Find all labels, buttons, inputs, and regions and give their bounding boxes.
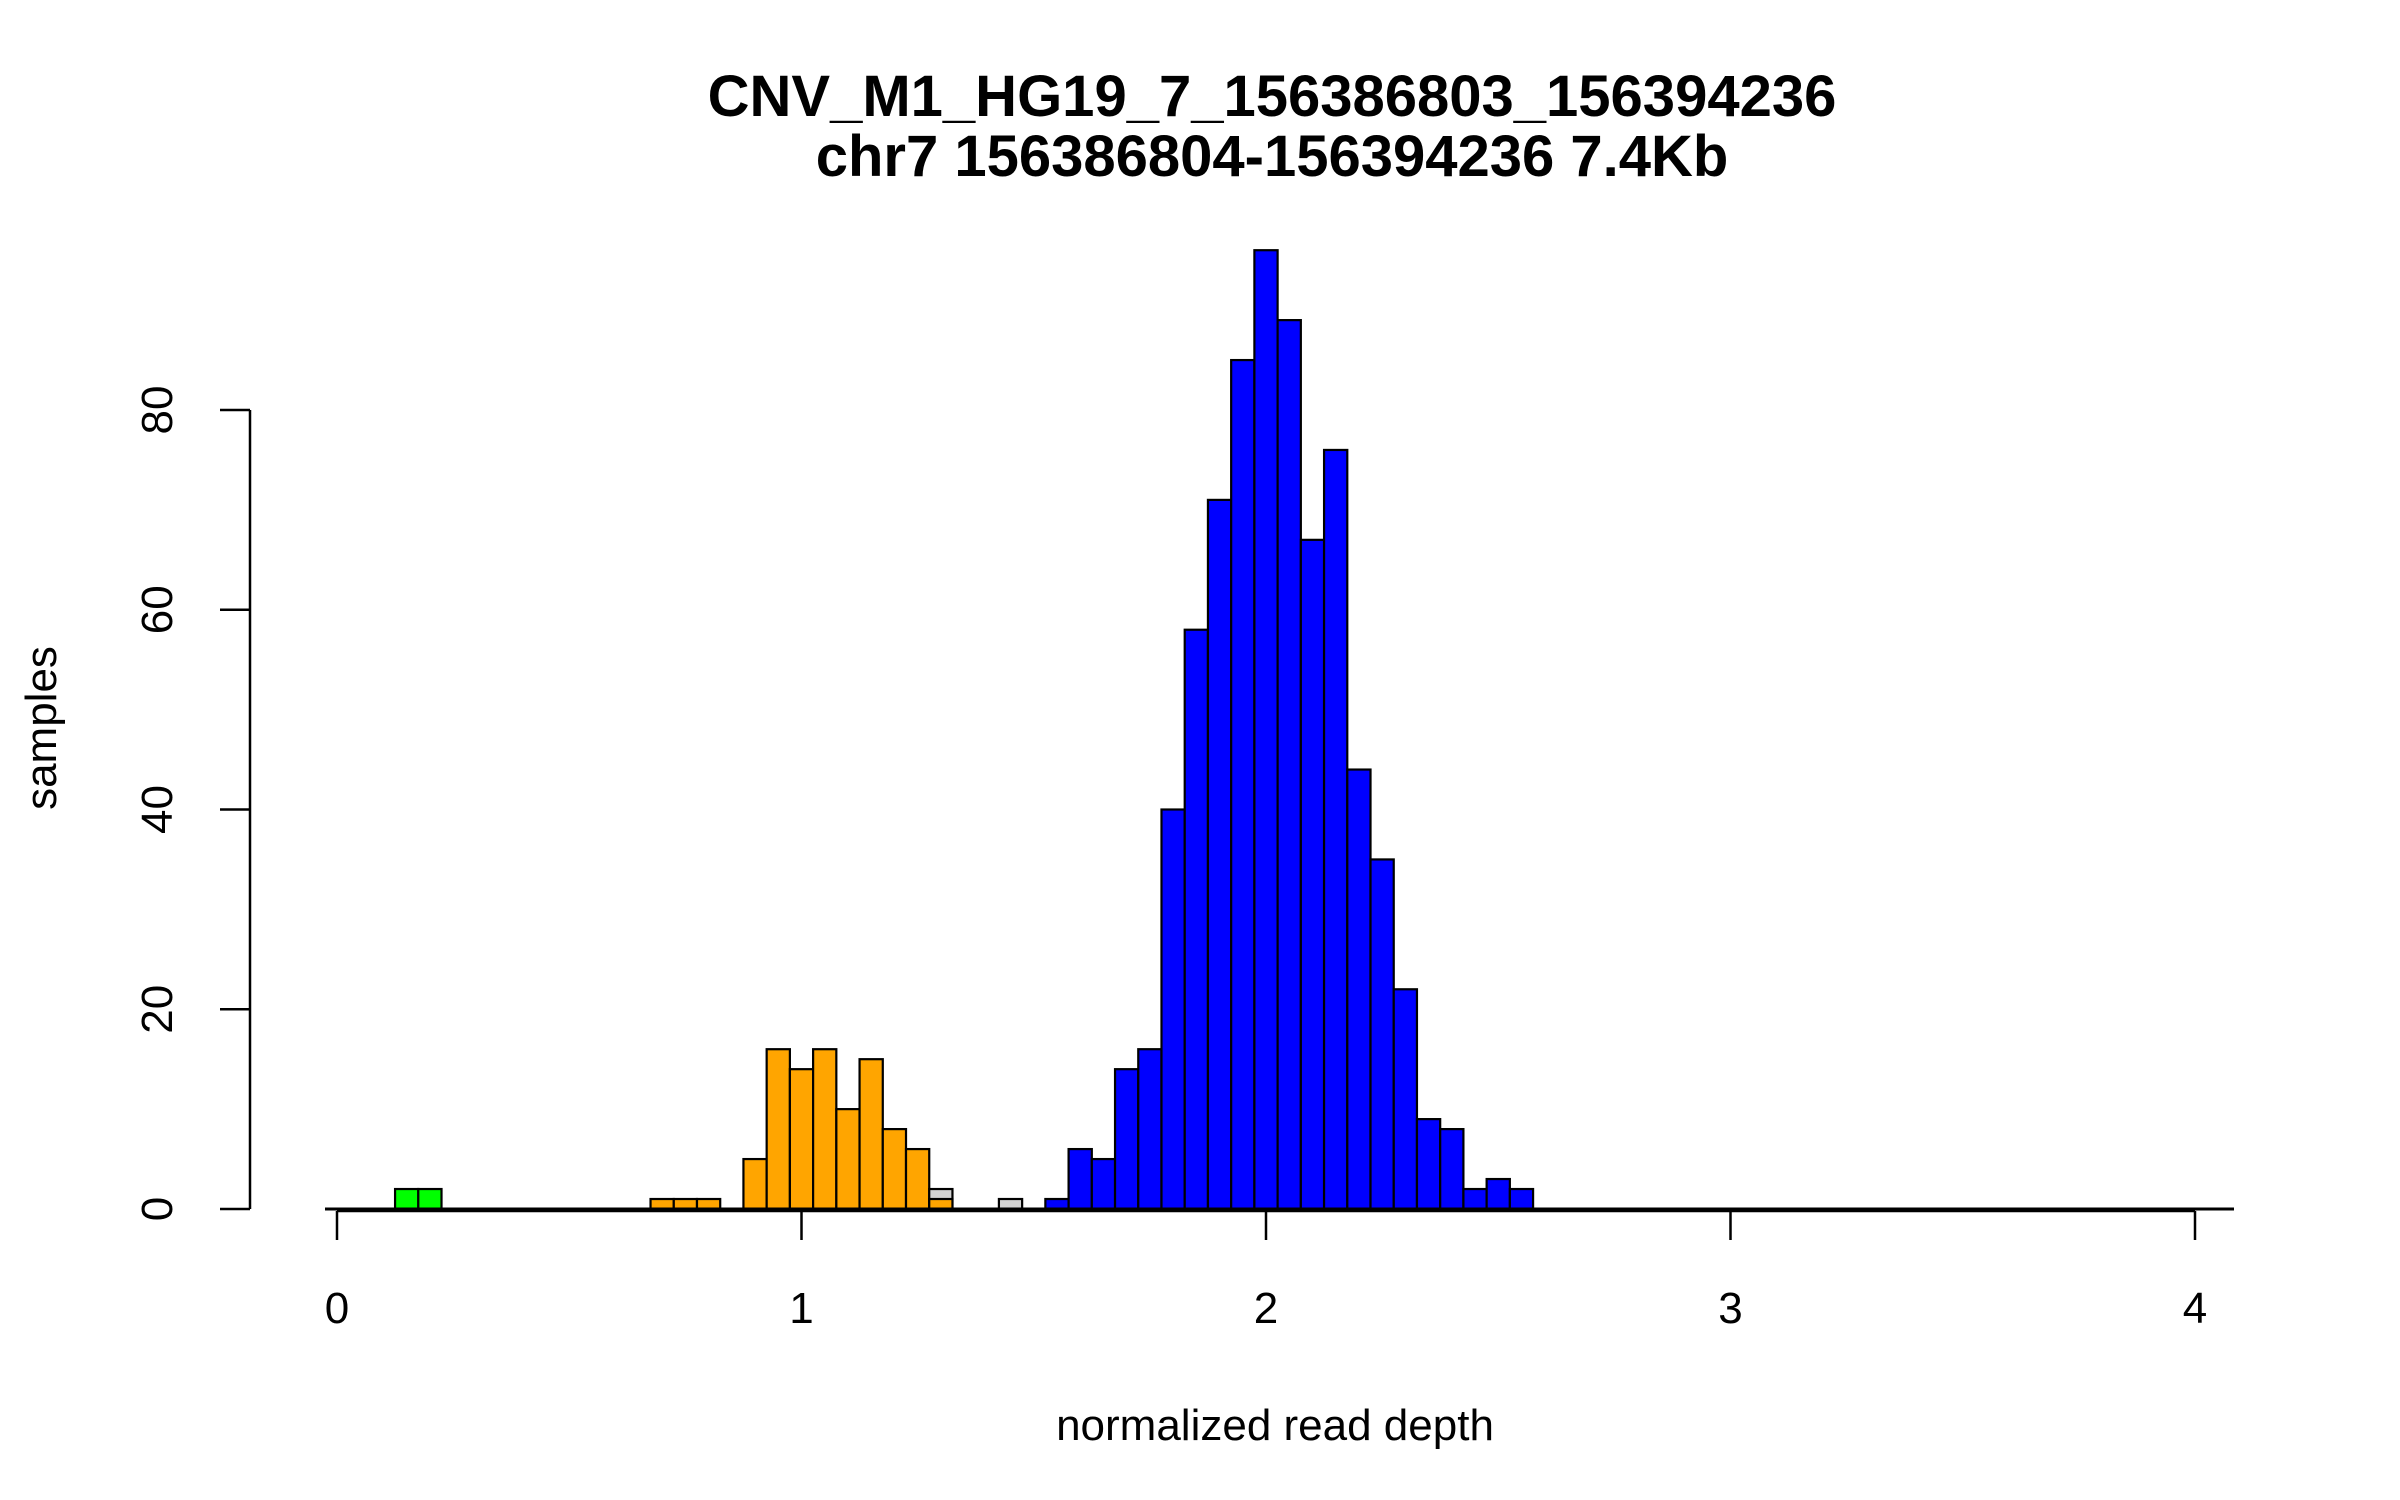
histogram-bar — [1322, 448, 1349, 1211]
histogram-bar — [1090, 1157, 1117, 1211]
histogram-bar — [1346, 768, 1372, 1211]
histogram-bar — [1230, 358, 1256, 1211]
histogram-bar — [812, 1048, 838, 1211]
y-tick-label: 40 — [133, 785, 182, 834]
histogram-bar — [417, 1187, 443, 1211]
histogram-bar — [1439, 1127, 1465, 1211]
histogram-bar — [1485, 1177, 1511, 1211]
histogram-bar — [1206, 498, 1233, 1211]
histogram-bar — [1067, 1147, 1093, 1211]
x-axis: 0 1 2 3 4 — [325, 1209, 2207, 1333]
histogram-bar — [393, 1187, 420, 1211]
histogram-bar — [788, 1068, 815, 1211]
chart-title: CNV_M1_HG19_7_156386803_156394236 — [708, 64, 1837, 129]
x-tick-label: 2 — [1254, 1284, 1278, 1333]
y-tick-label: 0 — [133, 1197, 182, 1221]
histogram-bar — [835, 1108, 861, 1211]
histogram-bar — [742, 1157, 768, 1211]
histogram-bar — [858, 1058, 884, 1211]
y-tick-label: 20 — [133, 985, 182, 1034]
histogram-bar — [904, 1147, 931, 1211]
y-tick-label: 60 — [133, 585, 182, 634]
bars-group — [325, 249, 2234, 1211]
x-axis-label: normalized read depth — [1056, 1401, 1494, 1450]
histogram-bar — [1415, 1118, 1442, 1211]
histogram-bar — [1462, 1187, 1488, 1211]
histogram-bar — [1113, 1068, 1140, 1211]
histogram-bar — [1160, 808, 1186, 1211]
y-axis: 0 20 40 60 80 — [133, 386, 252, 1221]
histogram-bar — [1276, 319, 1302, 1211]
y-tick-label: 80 — [133, 386, 182, 435]
histogram-bar — [1508, 1187, 1535, 1211]
chart-subtitle: chr7 156386804-156394236 7.4Kb — [816, 124, 1729, 189]
x-tick-label: 0 — [325, 1284, 349, 1333]
y-axis-label: samples — [17, 646, 66, 810]
histogram-bar — [1299, 538, 1326, 1211]
x-tick-label: 4 — [2183, 1284, 2207, 1333]
x-tick-label: 3 — [1718, 1284, 1742, 1333]
histogram-bar — [1253, 249, 1279, 1211]
histogram-bar — [765, 1048, 791, 1211]
histogram-bar — [1137, 1048, 1163, 1211]
histogram-bar — [1183, 628, 1210, 1211]
histogram-bar — [1392, 988, 1419, 1211]
x-tick-label: 1 — [789, 1284, 813, 1333]
histogram-bar — [881, 1127, 908, 1211]
histogram-bar — [1369, 858, 1395, 1211]
